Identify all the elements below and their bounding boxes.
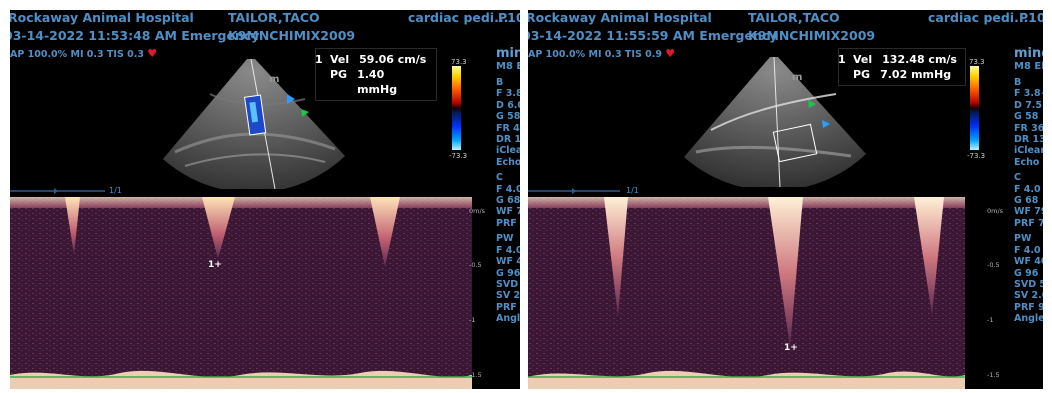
caliper-marker[interactable]: 1+ [208,260,222,270]
probe-name: P10-4 [1019,10,1043,25]
svg-text:m: m [269,74,279,85]
colorbar-top-label: 73.3 [451,58,467,66]
header-bar: Rockaway Animal Hospital TAILOR,TACO car… [528,10,1043,43]
caliper-marker[interactable]: 1+ [784,343,798,353]
timeline-label: 1/1 [109,186,122,195]
patient-name: TAILOR,TACO [748,10,840,25]
measurement-readout: 1 Vel 59.06 cm/s PG 1.40 mmHg [315,48,437,101]
colorbar-bottom-label: -73.3 [449,152,468,160]
b-mode-sector: m [684,56,866,187]
patient-id: K9MNCHIMIX2009 [748,28,876,43]
power-info: AP 100.0% MI 0.3 TIS 0.3 ♥ [10,47,158,60]
model-name: M8 Elite [496,61,520,72]
power-info: AP 100.0% MI 0.3 TIS 0.9 ♥ [528,47,676,60]
colorbar-top-label: 73.3 [969,58,985,66]
measurement-readout: 1 Vel 132.48 cm/s PG 7.02 mmHg [838,48,966,86]
timeline-bar[interactable] [528,186,988,196]
color-velocity-bar [452,66,461,150]
colorbar-bottom-label: -73.3 [967,152,986,160]
heart-icon: ♥ [147,47,158,60]
svg-text:m: m [792,72,802,83]
exam-datetime: 03-14-2022 11:53:48 AM Emergency [10,28,260,43]
hospital-name: Rockaway Animal Hospital [528,10,712,25]
study-type: cardiac pedi... [408,10,509,25]
patient-id: K9MNCHIMIX2009 [228,28,356,43]
brand-logo: mindray [1014,46,1043,61]
probe-name: P10-4 [498,10,520,25]
doppler-spectrum [528,197,965,389]
b-mode-sector: m [163,58,345,189]
brand-logo: mindray [496,46,520,61]
timeline-bar[interactable] [10,186,470,196]
ultrasound-panel-right: Rockaway Animal Hospital TAILOR,TACO car… [528,10,1043,389]
patient-name: TAILOR,TACO [228,10,320,25]
parameter-list: mindray M8 Elite B F 3.8~10 D 7.5 G 58 F… [1014,47,1043,325]
study-type: cardiac pedi... [928,10,1029,25]
parameter-list: mindray M8 Elite B F 3.8~10 D 6.0 G 58 F… [496,47,520,325]
color-velocity-bar [970,66,979,150]
hospital-name: Rockaway Animal Hospital [10,10,194,25]
header-bar: Rockaway Animal Hospital TAILOR,TACO car… [10,10,520,43]
timeline-label: 1/1 [626,186,639,195]
model-name: M8 Elite [1014,61,1043,72]
ultrasound-panel-left: Rockaway Animal Hospital TAILOR,TACO car… [10,10,520,389]
exam-datetime: 03-14-2022 11:55:59 AM Emergency [528,28,778,43]
heart-icon: ♥ [665,47,676,60]
doppler-spectrum [10,197,472,389]
